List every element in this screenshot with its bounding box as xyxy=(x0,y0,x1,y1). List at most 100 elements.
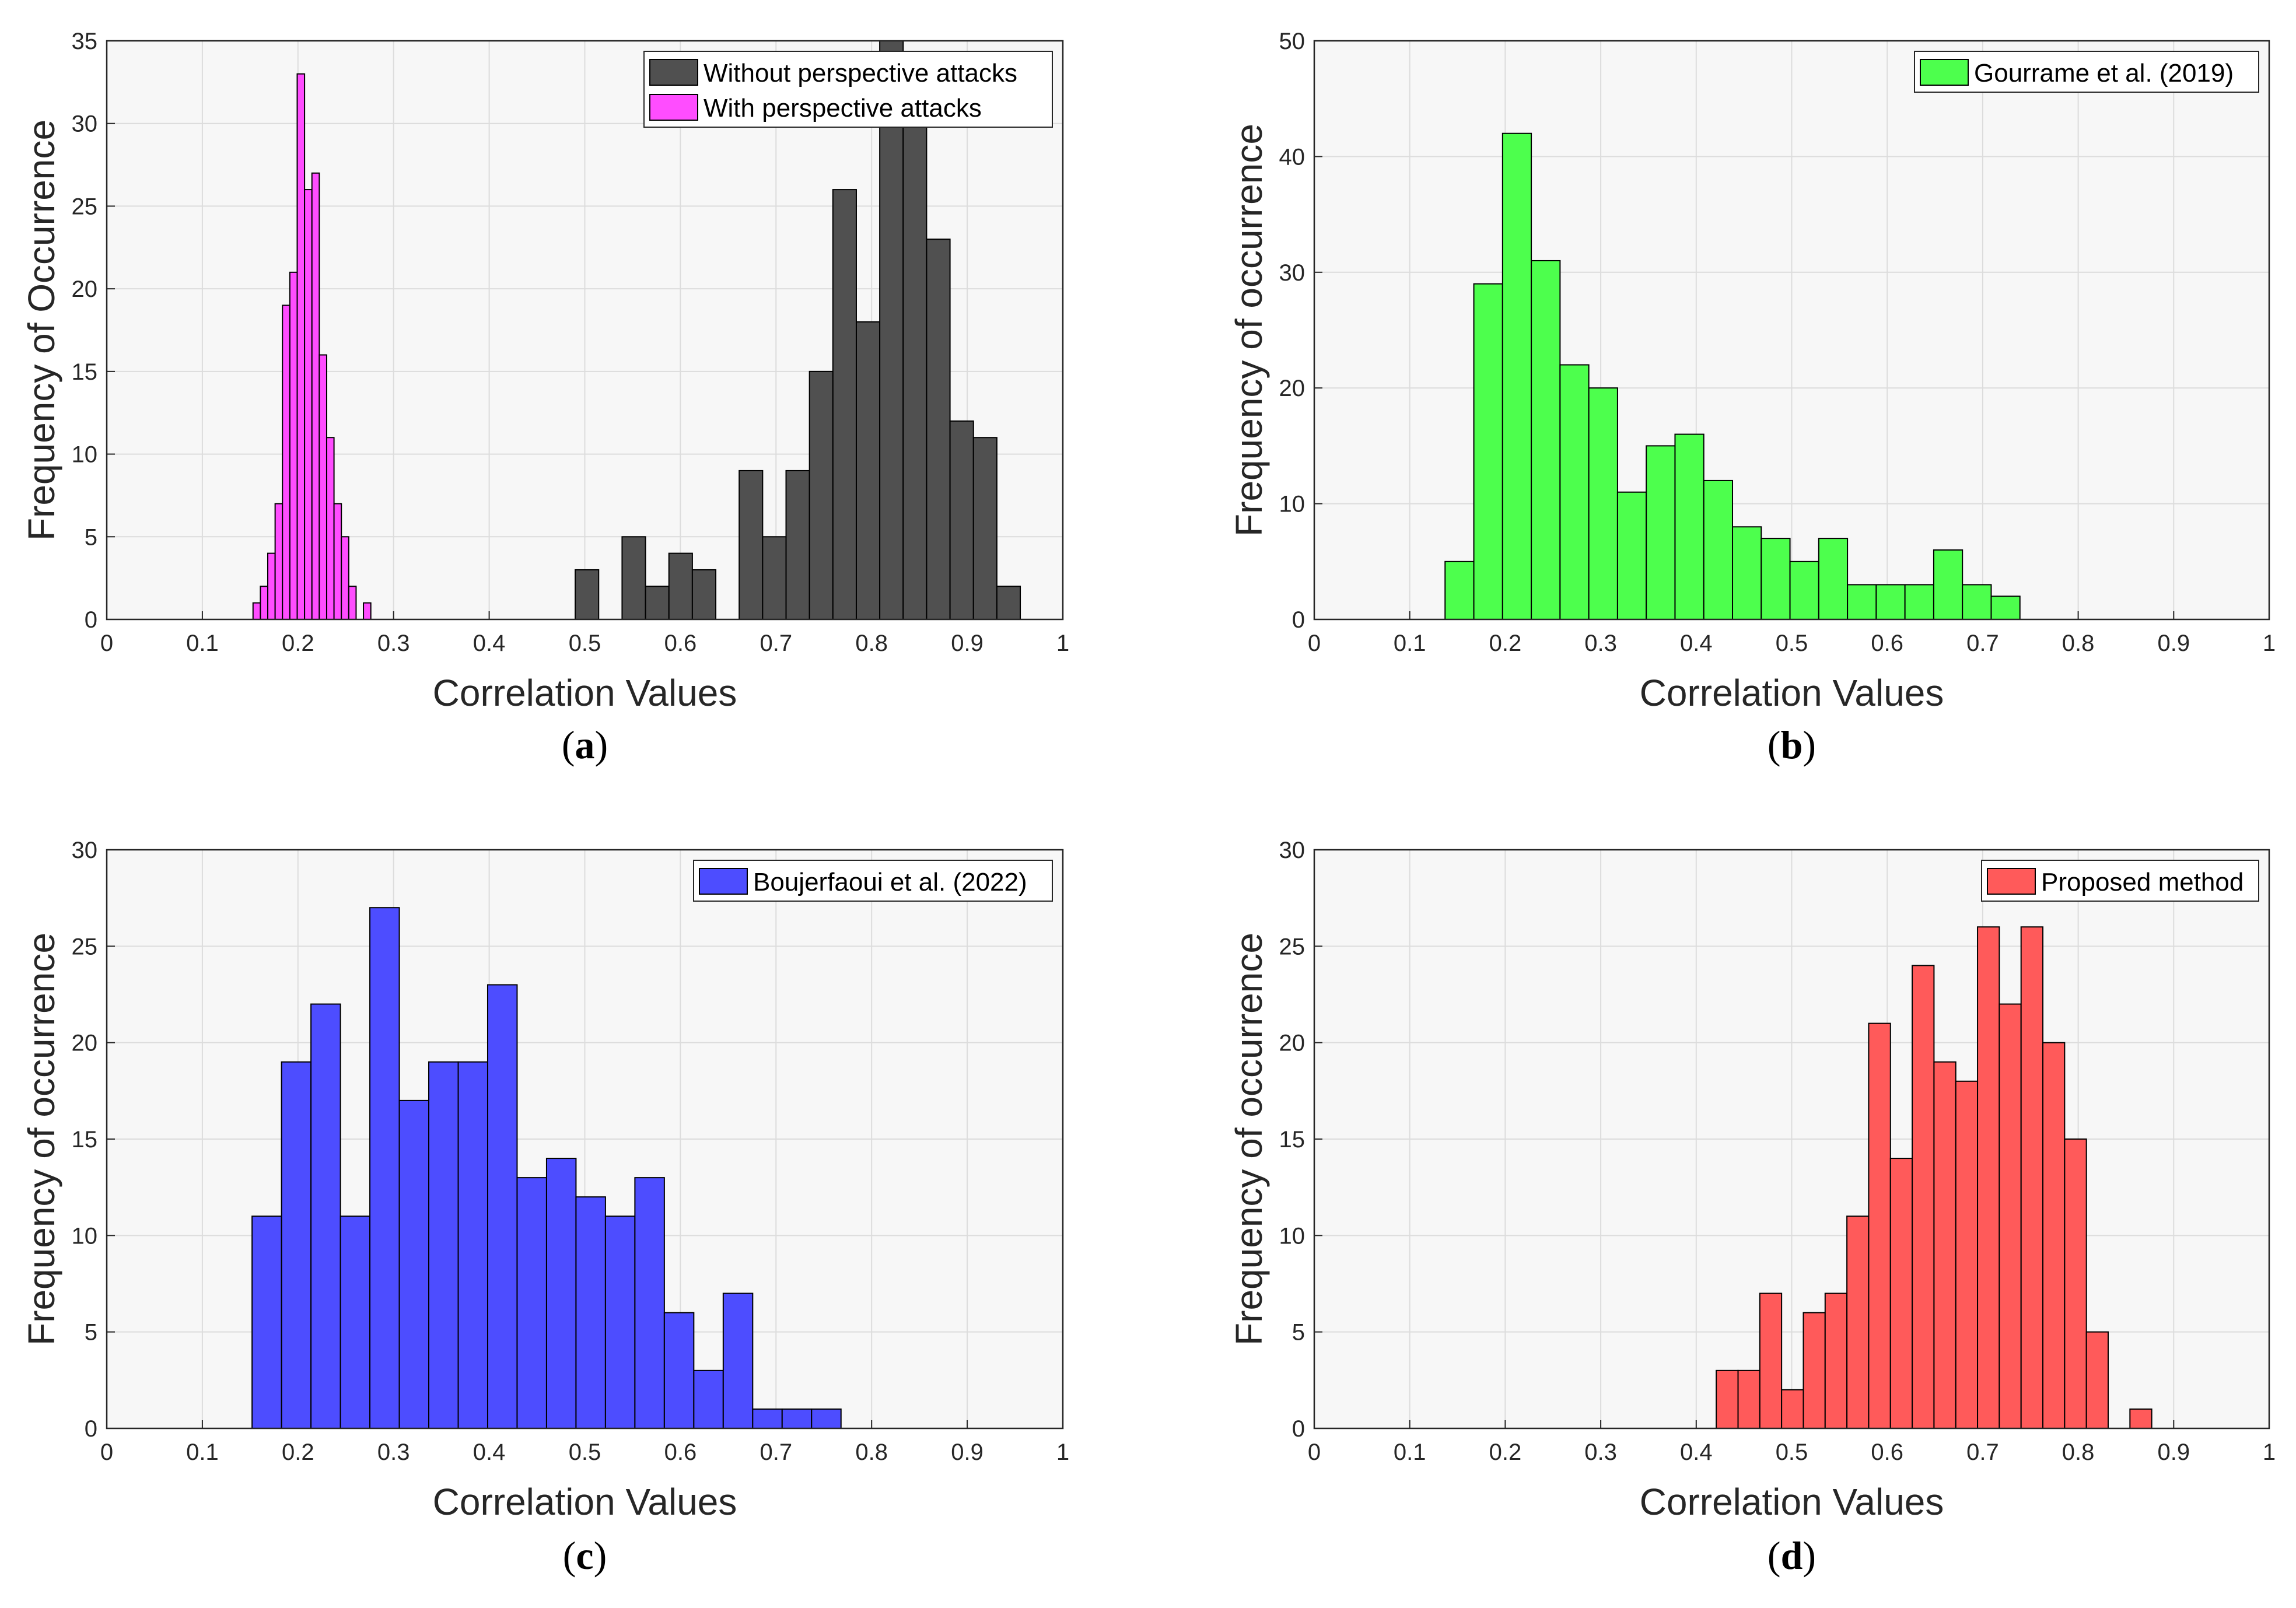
series-0 xyxy=(1444,132,2021,621)
histogram-bar xyxy=(1732,526,1762,621)
y-tick-label: 0 xyxy=(1292,607,1305,633)
legend-label: Gourrame et al. (2019) xyxy=(1974,59,2234,87)
x-tick-label: 1 xyxy=(2263,630,2276,656)
histogram-bar xyxy=(693,1369,724,1430)
panel-caption: (a) xyxy=(562,723,608,767)
x-tick-label: 0.9 xyxy=(951,630,984,656)
y-axis-title: Frequency of Occurrence xyxy=(20,120,62,541)
chart-panel-a: 0 0.1 0.2 0.3 0.4 0.5 0.6 0.7 0.8 0.9 105101520253… xyxy=(20,29,1069,767)
caption-letter: a xyxy=(575,723,595,767)
x-tick-label: 0 xyxy=(100,1439,113,1465)
histogram-bar xyxy=(2020,926,2044,1430)
histogram-bar xyxy=(1990,595,2021,621)
y-tick-label: 5 xyxy=(85,1320,97,1346)
histogram-bar xyxy=(1444,560,1475,620)
histogram-bar xyxy=(1531,260,1561,620)
legend-label: Without perspective attacks xyxy=(704,59,1017,87)
histogram-bar xyxy=(811,1408,842,1430)
histogram-bar xyxy=(781,1408,813,1430)
x-tick-label: 0.6 xyxy=(1871,630,1903,656)
caption-letter: b xyxy=(1781,723,1803,767)
x-tick-label: 0.8 xyxy=(2062,1439,2095,1465)
histogram-bar xyxy=(326,437,335,620)
histogram-bar xyxy=(1502,132,1532,621)
legend: Gourrame et al. (2019) xyxy=(1914,51,2259,93)
histogram-bar xyxy=(1473,283,1503,620)
caption-letter: d xyxy=(1781,1533,1803,1578)
histogram-bar xyxy=(1933,1061,1957,1429)
histogram-bar xyxy=(785,470,810,621)
histogram-bar xyxy=(575,1196,606,1429)
x-tick-label: 0.4 xyxy=(1680,630,1713,656)
histogram-bar xyxy=(369,907,400,1429)
x-tick-label: 0.9 xyxy=(951,1439,984,1465)
histogram-bar xyxy=(251,1215,282,1429)
histogram-bar xyxy=(902,90,928,620)
histogram-bar xyxy=(260,586,269,620)
x-tick-label: 0.3 xyxy=(1584,630,1617,656)
histogram-bar xyxy=(516,1177,547,1429)
histogram-bar xyxy=(972,437,998,620)
histogram-bar xyxy=(1933,549,1964,621)
x-axis-title: Correlation Values xyxy=(1640,672,1944,714)
x-tick-label: 0.4 xyxy=(473,1439,506,1465)
x-tick-label: 0.7 xyxy=(1966,1439,1999,1465)
histogram-bar xyxy=(1716,1369,1739,1430)
y-tick-label: 25 xyxy=(72,934,98,959)
histogram-bar xyxy=(428,1061,459,1429)
histogram-bar xyxy=(621,536,646,620)
y-tick-label: 0 xyxy=(1292,1416,1305,1442)
x-tick-label: 1 xyxy=(1056,630,1069,656)
chart-panel-c: 0 0.1 0.2 0.3 0.4 0.5 0.6 0.7 0.8 0.9 105101520253… xyxy=(20,838,1069,1578)
legend-swatch xyxy=(699,868,748,895)
histogram-bar xyxy=(2085,1331,2109,1430)
series-0 xyxy=(575,40,1021,621)
y-tick-label: 20 xyxy=(72,1031,98,1056)
y-tick-label: 35 xyxy=(72,29,98,54)
y-tick-label: 25 xyxy=(1279,934,1306,959)
histogram-bar xyxy=(341,536,349,620)
legend-label: Proposed method xyxy=(2041,868,2244,896)
axes-frame xyxy=(1313,40,2270,621)
y-tick-label: 20 xyxy=(72,276,98,302)
axes-frame xyxy=(1313,849,2270,1430)
x-tick-label: 0.1 xyxy=(186,1439,219,1465)
caption-paren: ( xyxy=(1768,1533,1781,1578)
histogram-bar xyxy=(1955,1080,1979,1430)
histogram-bar xyxy=(1759,1292,1783,1430)
x-tick-label: 0.8 xyxy=(855,630,888,656)
x-tick-label: 0.8 xyxy=(2062,630,2095,656)
chart-panel-d: 0 0.1 0.2 0.3 0.4 0.5 0.6 0.7 0.8 0.9 105101520253… xyxy=(1228,838,2276,1578)
legend-box xyxy=(693,860,1053,902)
histogram-bar xyxy=(296,73,306,620)
x-tick-label: 0.9 xyxy=(2157,1439,2190,1465)
y-tick-label: 20 xyxy=(1279,376,1306,401)
x-tick-label: 0.6 xyxy=(1871,1439,1903,1465)
y-tick-label: 15 xyxy=(72,359,98,385)
histogram-bar xyxy=(663,1312,695,1430)
histogram-bar xyxy=(252,602,261,620)
y-tick-label: 15 xyxy=(72,1127,98,1152)
histogram-bar xyxy=(691,569,717,621)
chart-panel-b: 0 0.1 0.2 0.3 0.4 0.5 0.6 0.7 0.8 0.9 101020304050… xyxy=(1228,29,2276,767)
histogram-bar xyxy=(926,239,951,621)
x-axis-title: Correlation Values xyxy=(433,1481,737,1523)
histogram-bar xyxy=(1789,560,1819,620)
histogram-bar xyxy=(1803,1312,1826,1430)
y-tick-label: 5 xyxy=(1292,1320,1305,1346)
histogram-bar xyxy=(1559,364,1590,621)
legend: Without perspective attacks With perspect… xyxy=(643,51,1053,128)
x-tick-label: 0.2 xyxy=(282,630,314,656)
histogram-bar xyxy=(1737,1369,1760,1430)
histogram-bar xyxy=(1824,1292,1848,1430)
histogram-bar xyxy=(281,1061,312,1429)
histogram-bar xyxy=(1868,1022,1891,1429)
legend-label: Boujerfaoui et al. (2022) xyxy=(753,868,1027,896)
caption-paren: ) xyxy=(1803,723,1816,767)
histogram-bar xyxy=(457,1061,488,1429)
histogram-bar xyxy=(282,304,290,620)
histogram-bar xyxy=(311,172,320,620)
x-tick-label: 0.4 xyxy=(473,630,506,656)
histogram-bar xyxy=(949,420,974,621)
